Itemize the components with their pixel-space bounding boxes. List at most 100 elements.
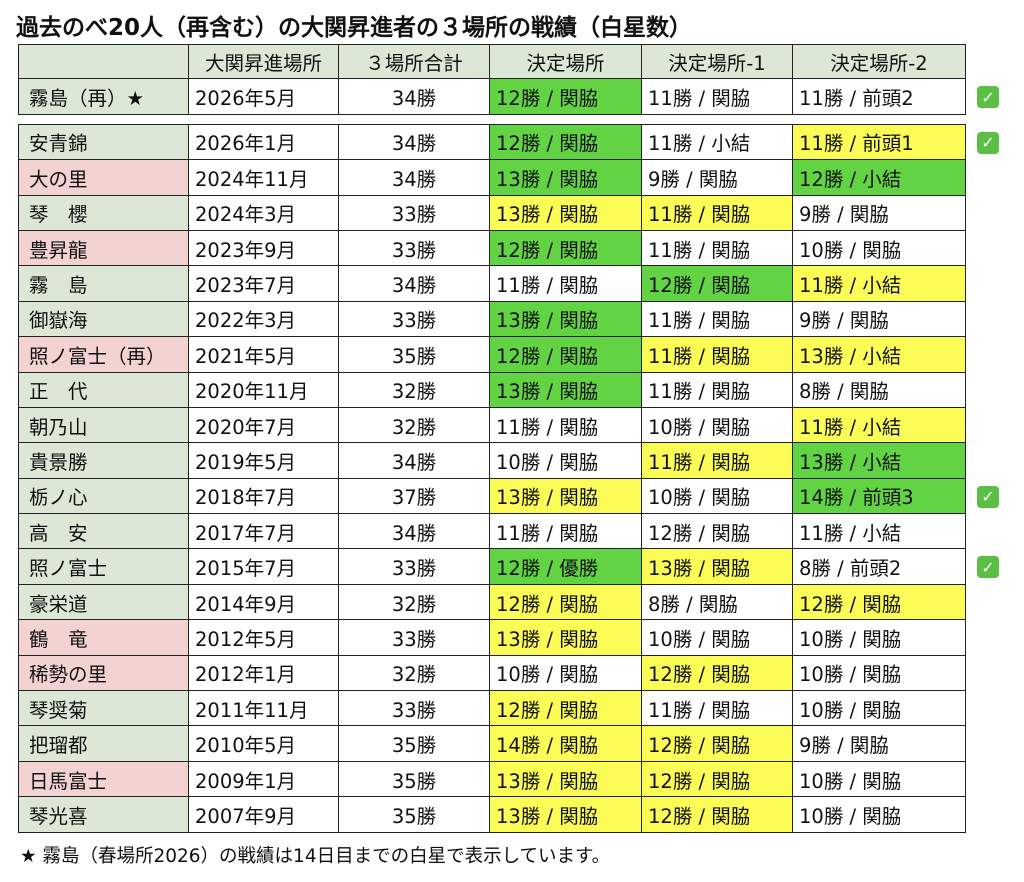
rikishi-name-cell: 琴光喜	[18, 797, 189, 832]
rikishi-name-cell: 栃ノ心	[18, 478, 189, 514]
total-wins-cell: 32勝	[339, 584, 490, 620]
table-row: 霧 島 2023年7月 34勝 11勝 / 関脇 12勝 / 関脇 11勝 / 小結	[18, 266, 966, 302]
deciding-basho-minus-2-cell: 12勝 / 関脇	[793, 584, 966, 620]
deciding-basho-cell: 11勝 / 関脇	[490, 266, 642, 301]
deciding-basho-cell: 13勝 / 関脇	[490, 620, 642, 655]
deciding-basho-cell: 13勝 / 関脇	[490, 761, 642, 797]
promotion-basho-cell: 2009年1月	[189, 761, 339, 797]
deciding-basho-cell: 12勝 / 優勝	[490, 549, 642, 584]
promotion-basho-cell: 2010年5月	[189, 726, 339, 761]
deciding-basho-minus-2-cell: 11勝 / 前頭1	[793, 124, 966, 160]
deciding-basho-minus-1-cell: 13勝 / 関脇	[642, 549, 793, 584]
promotion-basho-cell: 2018年7月	[189, 478, 339, 514]
promotion-basho-cell: 2020年7月	[189, 407, 339, 443]
deciding-basho-minus-2-cell: 9勝 / 関脇	[793, 301, 966, 337]
total-wins-cell: 34勝	[339, 266, 490, 301]
deciding-basho-cell: 13勝 / 関脇	[490, 160, 642, 195]
rikishi-name-cell: 安青錦	[18, 124, 189, 160]
check-icon: ✓	[977, 556, 999, 579]
promotion-basho-cell: 2012年5月	[189, 620, 339, 655]
results-table: 大関昇進場所 ３場所合計 決定場所 決定場所-1 決定場所-2 霧島（再）★ 20…	[18, 44, 966, 833]
total-wins-cell: 33勝	[339, 301, 490, 337]
table-row: 把瑠都 2010年5月 35勝 14勝 / 関脇 12勝 / 関脇 9勝 / 関脇	[18, 726, 966, 762]
rikishi-name-cell: 霧島（再）★	[18, 79, 189, 114]
rikishi-name-cell: 稀勢の里	[18, 655, 189, 691]
table-row: 御嶽海 2022年3月 33勝 13勝 / 関脇 11勝 / 関脇 9勝 / 関脇	[18, 301, 966, 338]
total-wins-cell: 34勝	[339, 443, 490, 478]
deciding-basho-minus-2-cell: 8勝 / 関脇	[793, 372, 966, 407]
header-deciding-basho-minus-1: 決定場所-1	[642, 45, 793, 79]
header-name	[18, 45, 189, 79]
rikishi-name-cell: 朝乃山	[18, 407, 189, 443]
header-deciding-basho: 決定場所	[490, 45, 642, 79]
deciding-basho-minus-2-cell: 11勝 / 小結	[793, 266, 966, 301]
rikishi-name-cell: 照ノ富士（再）	[18, 337, 189, 372]
deciding-basho-minus-2-cell: 12勝 / 小結	[793, 160, 966, 195]
deciding-basho-minus-2-cell: 14勝 / 前頭3	[793, 478, 966, 514]
total-wins-cell: 35勝	[339, 726, 490, 761]
deciding-basho-minus-1-cell: 11勝 / 関脇	[642, 301, 793, 337]
table-row: 高 安 2017年7月 34勝 11勝 / 関脇 12勝 / 関脇 11勝 / 小結	[18, 514, 966, 550]
deciding-basho-cell: 13勝 / 関脇	[490, 797, 642, 832]
total-wins-cell: 35勝	[339, 761, 490, 797]
total-wins-cell: 33勝	[339, 549, 490, 584]
deciding-basho-cell: 11勝 / 関脇	[490, 407, 642, 443]
table-header-row: 大関昇進場所 ３場所合計 決定場所 決定場所-1 決定場所-2	[18, 44, 966, 80]
promotion-basho-cell: 2017年7月	[189, 514, 339, 549]
promotion-basho-cell: 2023年7月	[189, 266, 339, 301]
deciding-basho-cell: 10勝 / 関脇	[490, 443, 642, 478]
deciding-basho-cell: 13勝 / 関脇	[490, 301, 642, 337]
deciding-basho-minus-1-cell: 9勝 / 関脇	[642, 160, 793, 195]
total-wins-cell: 33勝	[339, 620, 490, 655]
deciding-basho-minus-1-cell: 12勝 / 関脇	[642, 655, 793, 691]
deciding-basho-minus-2-cell: 10勝 / 関脇	[793, 797, 966, 832]
deciding-basho-cell: 12勝 / 関脇	[490, 584, 642, 620]
deciding-basho-minus-2-cell: 11勝 / 前頭2	[793, 79, 966, 114]
header-three-basho-total: ３場所合計	[339, 45, 490, 79]
table-row: 琴光喜 2007年9月 35勝 13勝 / 関脇 12勝 / 関脇 10勝 / 関脇	[18, 797, 966, 833]
table-row: 稀勢の里 2012年1月 32勝 10勝 / 関脇 12勝 / 関脇 10勝 / 関脇	[18, 655, 966, 692]
rikishi-name-cell: 照ノ富士	[18, 549, 189, 584]
deciding-basho-minus-2-cell: 10勝 / 関脇	[793, 691, 966, 726]
deciding-basho-minus-1-cell: 12勝 / 関脇	[642, 761, 793, 797]
rikishi-name-cell: 霧 島	[18, 266, 189, 301]
table-row: 琴 櫻 2024年3月 33勝 13勝 / 関脇 11勝 / 関脇 9勝 / 関脇	[18, 195, 966, 231]
deciding-basho-cell: 12勝 / 関脇	[490, 79, 642, 114]
header-promotion-basho: 大関昇進場所	[189, 45, 339, 79]
deciding-basho-minus-1-cell: 11勝 / 関脇	[642, 337, 793, 372]
total-wins-cell: 34勝	[339, 160, 490, 195]
rikishi-name-cell: 豊昇龍	[18, 230, 189, 266]
deciding-basho-minus-2-cell: 11勝 / 小結	[793, 407, 966, 443]
table-row: 豊昇龍 2023年9月 33勝 12勝 / 関脇 11勝 / 関脇 10勝 / 関脇	[18, 230, 966, 267]
deciding-basho-minus-1-cell: 12勝 / 関脇	[642, 797, 793, 832]
promotion-basho-cell: 2019年5月	[189, 443, 339, 478]
rikishi-name-cell: 琴 櫻	[18, 195, 189, 230]
deciding-basho-minus-1-cell: 11勝 / 関脇	[642, 230, 793, 266]
rikishi-name-cell: 御嶽海	[18, 301, 189, 337]
deciding-basho-minus-1-cell: 11勝 / 小結	[642, 124, 793, 160]
promotion-basho-cell: 2024年11月	[189, 160, 339, 195]
deciding-basho-minus-1-cell: 11勝 / 関脇	[642, 195, 793, 230]
deciding-basho-minus-1-cell: 10勝 / 関脇	[642, 407, 793, 443]
table-row: 豪栄道 2014年9月 32勝 12勝 / 関脇 8勝 / 関脇 12勝 / 関脇	[18, 584, 966, 621]
total-wins-cell: 35勝	[339, 337, 490, 372]
deciding-basho-minus-2-cell: 13勝 / 小結	[793, 337, 966, 372]
promotion-basho-cell: 2014年9月	[189, 584, 339, 620]
table-row: 栃ノ心 2018年7月 37勝 13勝 / 関脇 10勝 / 関脇 14勝 / 前頭3	[18, 478, 966, 515]
deciding-basho-minus-2-cell: 8勝 / 前頭2	[793, 549, 966, 584]
table-row: 琴奨菊 2011年11月 33勝 12勝 / 関脇 11勝 / 関脇 10勝 / 関脇	[18, 691, 966, 727]
table-row: 貴景勝 2019年5月 34勝 10勝 / 関脇 11勝 / 関脇 13勝 / 小結	[18, 443, 966, 479]
promotion-basho-cell: 2011年11月	[189, 691, 339, 726]
rikishi-name-cell: 鶴 竜	[18, 620, 189, 655]
check-icon: ✓	[977, 131, 999, 154]
promotion-basho-cell: 2024年3月	[189, 195, 339, 230]
promotion-basho-cell: 2022年3月	[189, 301, 339, 337]
deciding-basho-minus-2-cell: 9勝 / 関脇	[793, 726, 966, 761]
table-spacer	[18, 115, 966, 125]
rikishi-name-cell: 貴景勝	[18, 443, 189, 478]
total-wins-cell: 32勝	[339, 407, 490, 443]
total-wins-cell: 33勝	[339, 195, 490, 230]
deciding-basho-minus-1-cell: 11勝 / 関脇	[642, 372, 793, 407]
deciding-basho-minus-1-cell: 11勝 / 関脇	[642, 443, 793, 478]
check-icon: ✓	[977, 485, 999, 508]
